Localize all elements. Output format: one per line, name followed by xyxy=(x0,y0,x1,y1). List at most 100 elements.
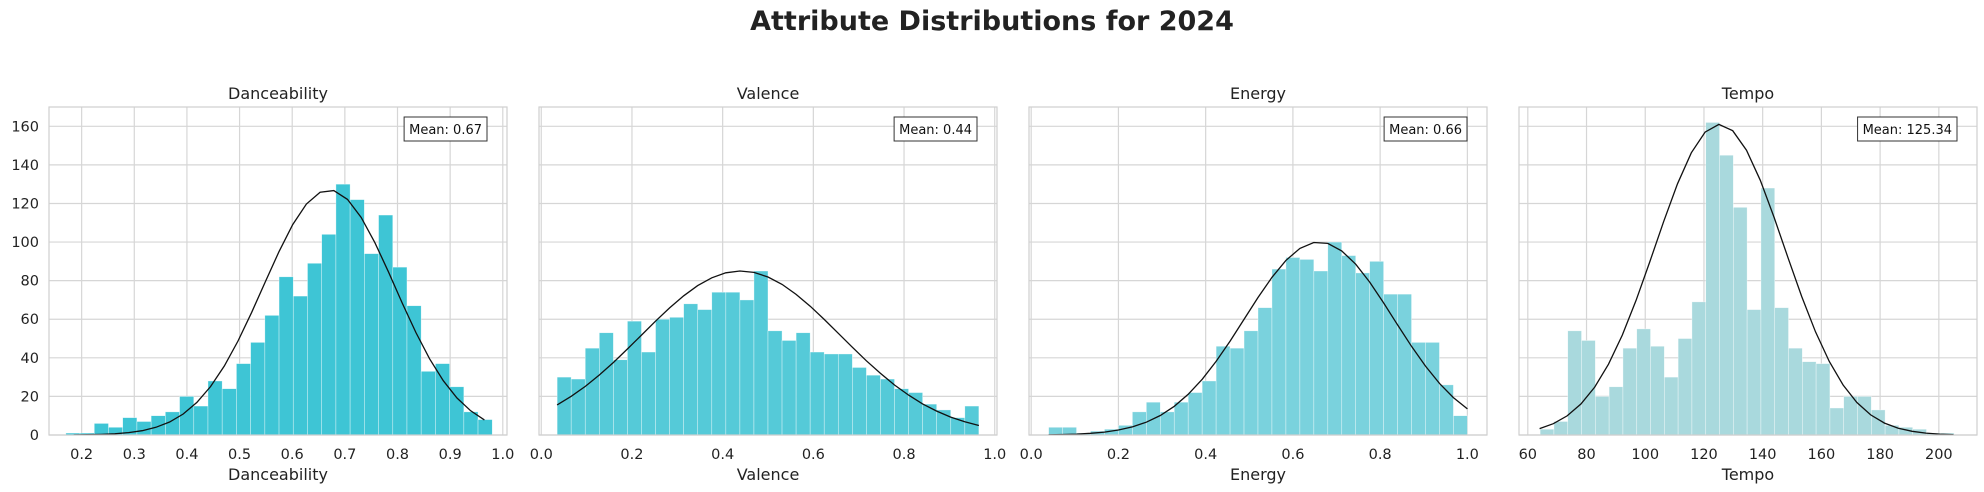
axes-frame xyxy=(1518,106,1978,436)
x-tick-label: 0.3 xyxy=(123,447,146,463)
density-curve xyxy=(1539,123,1954,436)
panel-title: Valence xyxy=(737,84,800,103)
axes-frame xyxy=(538,106,998,436)
panel-tempo: Tempo 60 80 100 120 140 160 180 200 Tempo Mean: 12… xyxy=(1518,84,1978,484)
x-tick-label: 0.4 xyxy=(1194,447,1217,463)
histogram-bar xyxy=(1215,345,1231,436)
histogram-bar xyxy=(463,411,479,436)
y-tick-label: 100 xyxy=(11,235,39,251)
histogram-bar xyxy=(406,305,422,436)
y-tick-label: 60 xyxy=(21,312,39,328)
x-tick-label: 120 xyxy=(1690,447,1718,463)
x-tick-label: 0.6 xyxy=(802,447,825,463)
histogram-bar xyxy=(1271,268,1287,436)
histogram-bar xyxy=(866,374,881,436)
mean-annotation-text: Mean: 125.34 xyxy=(1863,123,1952,138)
histogram-bar xyxy=(179,396,195,436)
histogram-bar xyxy=(1397,293,1412,436)
histogram-bar xyxy=(795,332,811,436)
histogram-bar xyxy=(1677,338,1693,436)
histogram-bar xyxy=(292,295,308,436)
mean-annotation: Mean: 125.34 xyxy=(1857,116,1958,142)
x-tick-label: 0.0 xyxy=(1020,447,1043,463)
histogram-bar xyxy=(556,376,572,436)
histogram-bar xyxy=(584,347,600,436)
histogram-bar xyxy=(93,423,109,436)
histogram-bar xyxy=(1299,259,1315,436)
histogram-bar xyxy=(1369,261,1384,436)
x-tick-label: 160 xyxy=(1808,447,1836,463)
histogram-bar xyxy=(193,405,209,436)
histogram-bar xyxy=(669,317,684,436)
mean-annotation: Mean: 0.66 xyxy=(1383,116,1468,142)
histogram-bar xyxy=(1884,425,1900,436)
histogram-bar xyxy=(420,371,436,436)
histogram-bar xyxy=(753,270,769,436)
histogram-bar xyxy=(1159,411,1175,436)
histogram-bar xyxy=(1567,330,1582,436)
x-tick-label: 140 xyxy=(1749,447,1777,463)
histogram-bar xyxy=(1539,428,1555,436)
histogram-bar xyxy=(307,262,322,436)
histogram-bar xyxy=(1760,187,1776,436)
mean-annotation-box xyxy=(1857,116,1958,142)
histogram-bar xyxy=(1327,241,1343,436)
histogram-bar xyxy=(1229,347,1245,436)
histogram-bar xyxy=(1257,307,1273,436)
x-axis-label: Energy xyxy=(1230,465,1286,484)
histogram-bar xyxy=(1788,347,1803,436)
x-tick-label: 1.0 xyxy=(983,447,1006,463)
y-tick-label: 140 xyxy=(11,158,39,174)
histogram-bar xyxy=(781,340,797,436)
panel-energy: Energy 0.0 0.2 0.4 0.6 0.8 1.0 Energy Mean: 0.66 xyxy=(1020,84,1488,484)
y-tick-label: 20 xyxy=(21,389,39,405)
mean-annotation-box xyxy=(893,116,978,142)
mean-annotation-text: Mean: 0.44 xyxy=(899,123,972,138)
x-tick-label: 0.2 xyxy=(1107,447,1130,463)
histogram-bar xyxy=(1719,154,1734,436)
histogram-bar xyxy=(1439,384,1454,436)
y-tick-label: 80 xyxy=(21,274,39,290)
histogram-bar xyxy=(1425,342,1440,436)
histogram-bar xyxy=(641,351,656,436)
x-tick-label: 0.6 xyxy=(1281,447,1304,463)
histogram-bar xyxy=(1595,396,1610,436)
mean-annotation-box xyxy=(403,116,488,142)
figure-title: Attribute Distributions for 2024 xyxy=(750,6,1234,37)
histogram-bar xyxy=(1581,340,1596,436)
histogram-bar xyxy=(349,199,365,436)
histogram-bar xyxy=(207,380,223,436)
histogram-bar xyxy=(321,234,337,436)
panel-title: Energy xyxy=(1230,84,1286,103)
histogram-bar xyxy=(837,353,853,436)
histogram-bar xyxy=(1829,407,1845,436)
histogram-bar xyxy=(335,183,351,436)
x-tick-label: 0.5 xyxy=(228,447,251,463)
histogram-bar xyxy=(1201,380,1217,436)
mean-annotation-box xyxy=(1383,116,1468,142)
histogram-bar xyxy=(1774,307,1789,436)
density-curve xyxy=(1048,241,1468,436)
histogram-bar xyxy=(1802,361,1817,436)
histogram-bar xyxy=(852,367,867,436)
x-tick-label: 80 xyxy=(1577,447,1595,463)
x-axis-label: Valence xyxy=(737,465,800,484)
mean-annotation: Mean: 0.67 xyxy=(403,116,488,142)
y-tick-label: 120 xyxy=(11,196,39,212)
histogram-bar xyxy=(1187,392,1203,436)
histogram-bar xyxy=(1048,426,1063,436)
histogram-bar xyxy=(1650,345,1665,436)
x-tick-label: 0.6 xyxy=(281,447,304,463)
histogram-bar xyxy=(435,363,450,436)
panel-valence: Valence 0.0 0.2 0.4 0.6 0.8 1.0 Valence Mean: 0.… xyxy=(530,84,1007,484)
x-tick-label: 0.9 xyxy=(439,447,462,463)
mean-annotation-text: Mean: 0.66 xyxy=(1389,123,1462,138)
y-tick-label: 0 xyxy=(30,428,39,444)
histogram-bar xyxy=(1285,257,1301,436)
histogram-bar xyxy=(767,330,783,436)
x-tick-label: 200 xyxy=(1925,447,1953,463)
histogram-bar xyxy=(613,359,628,436)
panel-danceability: Danceability 0.2 0.3 0.4 0.5 0.6 0.7 0.8 0.9 1.0 0… xyxy=(11,84,514,484)
axes-frame xyxy=(48,106,508,436)
